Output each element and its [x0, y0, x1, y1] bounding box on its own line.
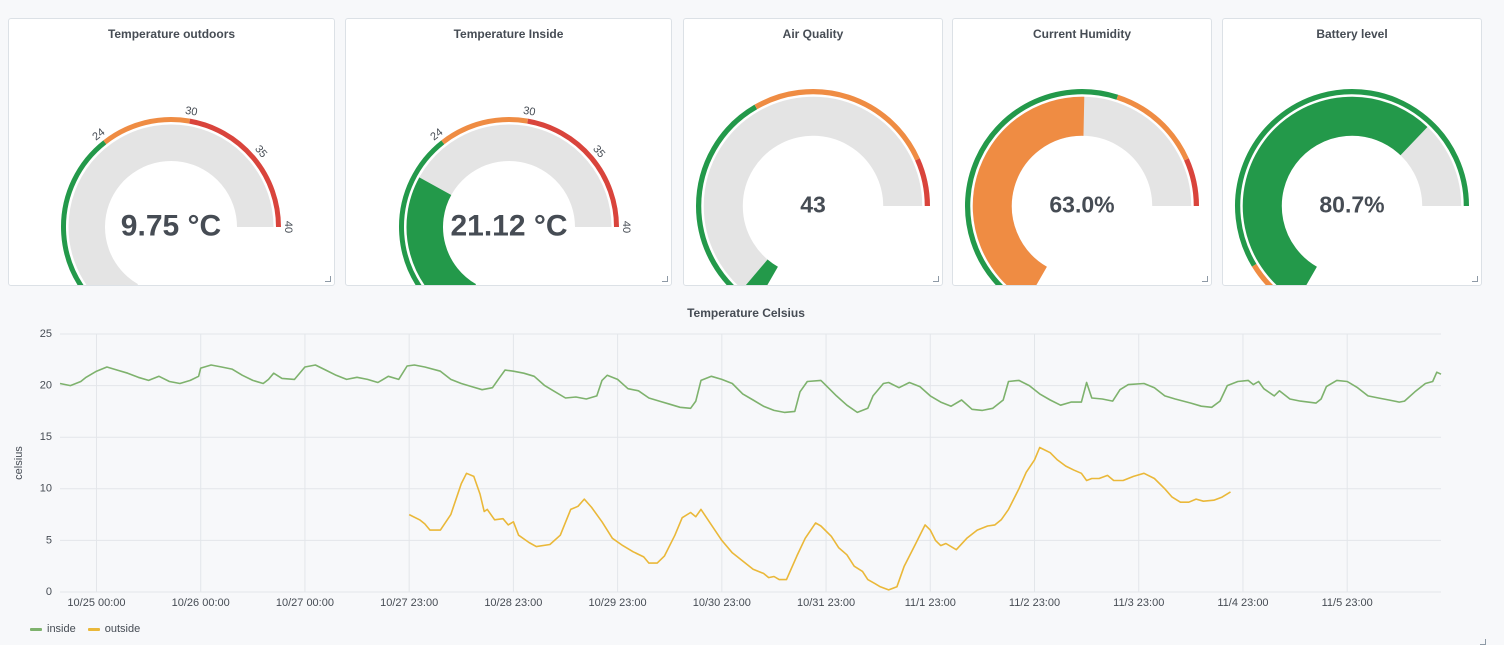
resize-handle[interactable] — [325, 276, 331, 282]
legend-item-outside[interactable]: outside — [87, 623, 141, 635]
resize-handle[interactable] — [1480, 639, 1486, 645]
gauge-threshold-band — [527, 118, 619, 228]
x-tick-label: 10/25 00:00 — [67, 597, 125, 609]
series-line-outside[interactable] — [408, 446, 1231, 591]
gauge-value: 21.12 °C — [450, 210, 567, 243]
gauge-threshold-band — [103, 117, 191, 145]
gauge-tick-label: 40 — [282, 221, 294, 233]
legend-item-inside[interactable]: inside — [30, 623, 76, 635]
gauge: 10243035409.75 °C — [61, 105, 294, 285]
y-tick-label: 15 — [40, 431, 52, 443]
y-axis-label: celsius — [13, 446, 25, 480]
gauge-threshold-band — [399, 140, 445, 285]
gauge: 63.0% — [965, 89, 1200, 285]
x-tick-label: 10/27 23:00 — [380, 597, 438, 609]
gauge-fill — [406, 177, 477, 285]
gauge-tick-label: 24 — [428, 126, 445, 143]
gauge-threshold-band — [754, 89, 920, 161]
gauge-tick-label: 24 — [90, 126, 107, 143]
x-tick-label: 11/5 23:00 — [1322, 597, 1373, 609]
gauge: 80.7% — [1235, 89, 1470, 285]
gauge-tick-label: 40 — [620, 221, 632, 233]
gauge-fill — [745, 259, 779, 285]
gauge-panel-current-humidity[interactable]: Current Humidity 63.0% — [952, 18, 1212, 286]
gauge: 102430354021.12 °C — [399, 105, 632, 285]
x-tick-label: 10/27 00:00 — [276, 597, 334, 609]
legend: inside outside — [30, 623, 140, 635]
x-tick-label: 11/1 23:00 — [905, 597, 956, 609]
panel-title[interactable]: Current Humidity — [1032, 27, 1131, 41]
gauge-track — [703, 96, 923, 285]
gauge: 43 — [696, 89, 931, 285]
resize-handle[interactable] — [1472, 276, 1478, 282]
legend-swatch — [87, 627, 100, 631]
y-tick-label: 5 — [46, 534, 52, 546]
gauge-panel-air-quality[interactable]: Air Quality 43 — [683, 18, 943, 286]
gauge-tick-label: 30 — [184, 105, 198, 119]
legend-label: inside — [47, 623, 76, 635]
gauge-panel-temperature-outdoors[interactable]: Temperature outdoors 10243035409.75 °C — [8, 18, 335, 286]
resize-handle[interactable] — [662, 276, 668, 282]
gauge-threshold-band — [915, 158, 931, 207]
panel-title[interactable]: Battery level — [1316, 27, 1388, 41]
resize-handle[interactable] — [1202, 276, 1208, 282]
legend-swatch — [30, 627, 42, 631]
gauge-fill — [1242, 96, 1428, 285]
gauge-tick-label: 30 — [522, 105, 536, 119]
gauge-fill — [972, 96, 1085, 285]
x-tick-label: 10/26 00:00 — [172, 597, 230, 609]
graph-panel-temperature-celsius[interactable]: Temperature Celsius 0 5 10 15 20 25 10/25 00:0… — [8, 296, 1484, 641]
gauge-panel-battery-level[interactable]: Battery level 80.7% — [1222, 18, 1482, 286]
x-tick-label: 10/29 23:00 — [589, 597, 647, 609]
x-tick-label: 11/2 23:00 — [1009, 597, 1060, 609]
gauge-threshold-band — [965, 89, 1119, 285]
gauge-threshold-band — [1251, 263, 1274, 285]
gauge-threshold-band — [1116, 94, 1189, 161]
panel-title[interactable]: Temperature outdoors — [107, 27, 236, 41]
gauge-threshold-band — [441, 117, 529, 145]
gauge-panel-temperature-inside[interactable]: Temperature Inside 102430354021.12 °C — [345, 18, 672, 286]
line-chart: 0 5 10 15 20 25 10/25 00:00 10/26 00:00 10/27 00… — [13, 328, 1442, 609]
series-line-inside[interactable] — [59, 364, 1442, 414]
y-tick-label: 0 — [46, 586, 52, 598]
x-tick-label: 10/28 23:00 — [484, 597, 542, 609]
resize-handle[interactable] — [933, 276, 939, 282]
gauge-value: 80.7% — [1319, 192, 1384, 218]
panel-title[interactable]: Temperature Celsius — [687, 306, 805, 320]
x-tick-label: 11/4 23:00 — [1217, 597, 1268, 609]
y-tick-label: 20 — [40, 380, 52, 392]
gauge-threshold-band — [1235, 89, 1470, 267]
x-tick-label: 10/30 23:00 — [693, 597, 751, 609]
gauge-threshold-band — [189, 118, 281, 228]
gauge-value: 9.75 °C — [121, 210, 221, 243]
gauge-threshold-band — [1184, 158, 1200, 207]
y-tick-label: 10 — [40, 483, 52, 495]
gauge-threshold-band — [696, 104, 758, 285]
y-tick-label: 25 — [40, 328, 52, 340]
panel-title[interactable]: Air Quality — [782, 27, 844, 41]
gauge-value: 43 — [800, 192, 826, 218]
gauge-value: 63.0% — [1049, 192, 1114, 218]
gauge-threshold-band — [61, 140, 107, 285]
x-tick-label: 11/3 23:00 — [1113, 597, 1164, 609]
panel-title[interactable]: Temperature Inside — [453, 27, 564, 41]
x-tick-label: 10/31 23:00 — [797, 597, 855, 609]
gauge-track — [68, 124, 274, 285]
legend-label: outside — [104, 623, 141, 635]
